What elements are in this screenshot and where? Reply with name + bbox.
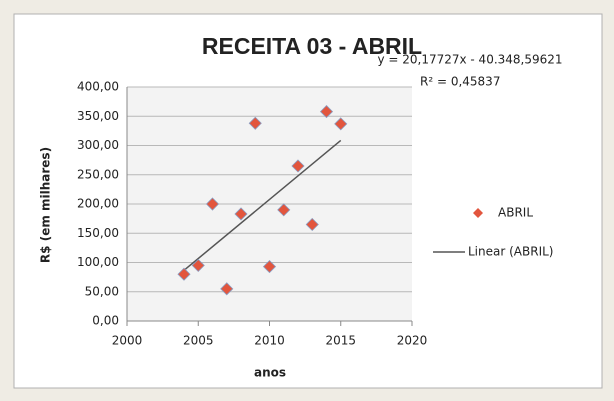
point — [334, 117, 348, 131]
y-tick-label: 250,00 — [77, 167, 119, 181]
point — [220, 282, 234, 296]
point — [291, 159, 305, 173]
y-tick-label: 400,00 — [77, 80, 119, 94]
x-tick-label: 2005 — [183, 334, 214, 348]
point — [277, 203, 291, 217]
chart-title: RECEITA 03 - ABRIL — [202, 33, 422, 59]
y-tick-label: 300,00 — [77, 138, 119, 152]
r-squared: R² = 0,45837 — [420, 75, 500, 89]
y-tick-label: 100,00 — [77, 255, 119, 269]
legend-label: Linear (ABRIL) — [468, 245, 553, 259]
y-tick-label: 350,00 — [77, 109, 119, 123]
x-tick-label: 2010 — [254, 334, 285, 348]
y-tick-label: 150,00 — [77, 226, 119, 240]
trendline — [183, 139, 342, 271]
point — [319, 105, 334, 119]
point — [234, 207, 248, 221]
point — [205, 197, 220, 211]
point — [262, 260, 277, 274]
point — [248, 116, 262, 130]
y-axis-label: R$ (em milhares) — [39, 147, 53, 263]
x-tick-label: 2020 — [397, 334, 428, 348]
x-axis-label: anos — [254, 366, 286, 380]
y-tick-label: 50,00 — [85, 284, 119, 298]
point — [305, 217, 319, 232]
y-tick-label: 0,00 — [92, 314, 119, 328]
x-tick-label: 2015 — [325, 334, 356, 348]
trendline-equation: y = 20,17727x - 40.348,59621 — [377, 53, 562, 67]
point — [177, 267, 191, 281]
legend-marker — [473, 208, 483, 218]
y-tick-label: 200,00 — [77, 197, 119, 211]
legend-label: ABRIL — [498, 206, 533, 220]
x-tick-label: 2000 — [112, 334, 143, 348]
point — [191, 258, 205, 272]
